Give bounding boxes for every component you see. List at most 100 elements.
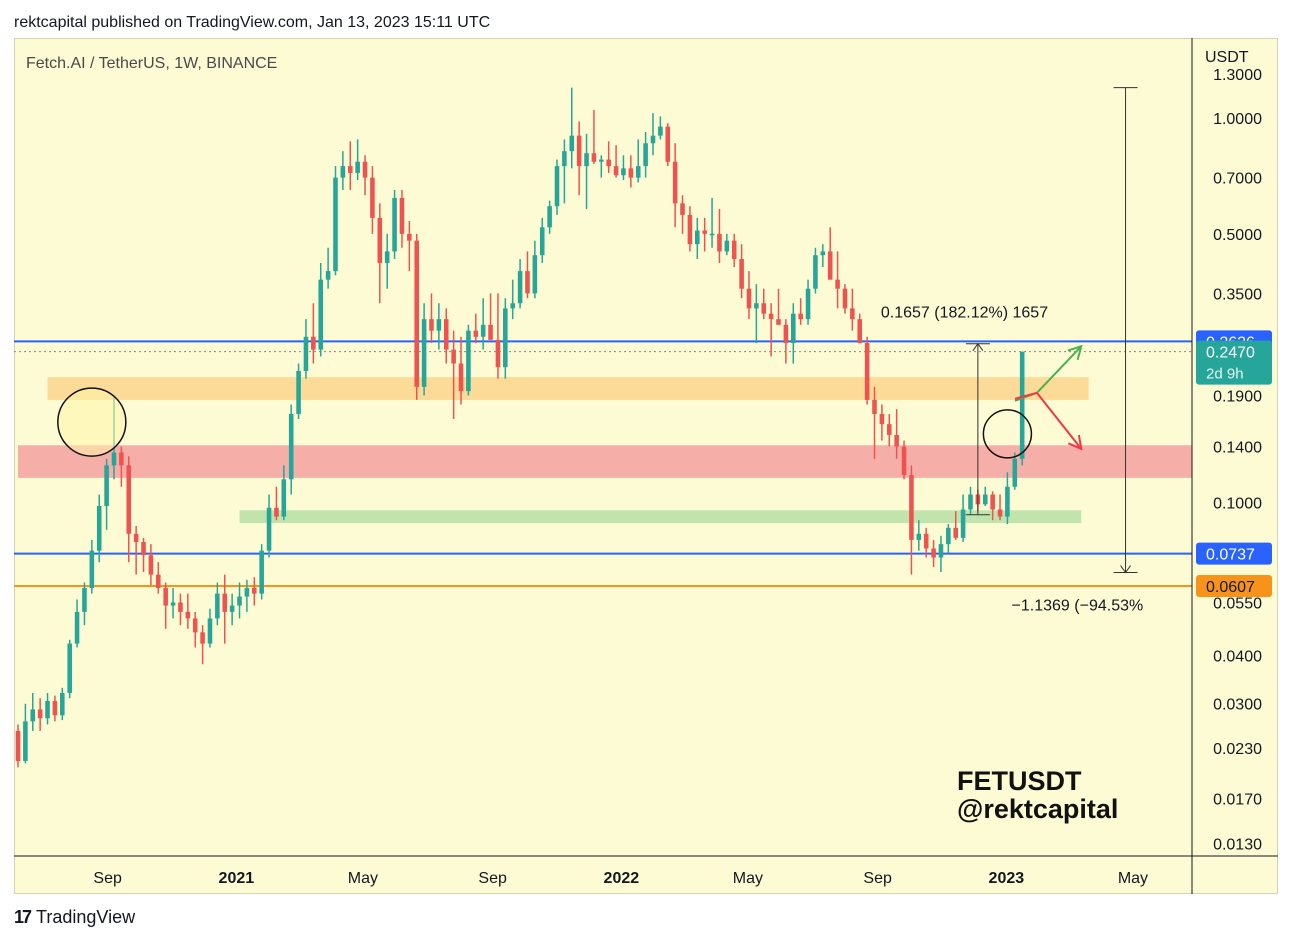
projection-arrowhead-1 [1067,434,1083,451]
candle-body-51 [392,197,397,252]
tradingview-logo-icon: 17 [14,907,32,927]
price-axis-tick-2: 0.7000 [1213,171,1262,188]
candle-body-40 [311,336,316,350]
candle-body-28 [222,593,228,612]
candle-body-100 [754,303,759,309]
candle-body-44 [340,166,346,178]
candle-body-1 [23,721,28,761]
candle-body-57 [436,319,442,331]
candle-body-81 [613,166,619,176]
zone-band-0 [47,377,1089,400]
candle-body-17 [141,542,146,556]
candle-body-33 [259,550,264,594]
candle-body-93 [702,230,707,234]
candle-body-113 [850,308,855,320]
candle-body-111 [835,279,840,289]
time-axis-tick-8: May [1118,870,1148,887]
candle-body-58 [443,319,449,350]
candle-body-42 [325,271,331,280]
price-axis-tick-4: 0.3500 [1213,286,1262,303]
price-axis-tick-1: 1.0000 [1213,111,1262,128]
candle-body-103 [776,319,781,325]
candle-body-37 [288,414,294,480]
candle-body-78 [591,153,597,162]
candle-body-6 [60,692,65,716]
candle-body-3 [37,709,43,719]
candle-body-35 [274,507,279,517]
candle-body-87 [658,126,663,136]
highlight-circle-0 [57,387,127,457]
candle-body-80 [606,159,611,167]
watermark-symbol: FETUSDT [957,766,1082,796]
candle-body-132 [990,494,995,510]
candle-body-67 [510,303,515,309]
candle-body-108 [813,255,818,289]
zone-band-1 [18,445,1192,478]
candle-body-7 [67,643,72,693]
candle-body-66 [503,308,508,368]
candle-body-70 [532,255,538,294]
candle-body-65 [495,339,501,368]
candle-body-112 [842,288,848,309]
price-label-box-2 [1196,542,1272,565]
price-axis-tick-5: 0.1900 [1213,388,1262,405]
candle-body-22 [178,602,183,612]
time-axis-tick-1: 2021 [219,870,255,887]
candle-body-114 [857,319,863,344]
candle-body-15 [126,465,132,534]
price-axis-tick-7: 0.1000 [1213,496,1262,513]
candle-body-96 [724,240,730,252]
candle-body-4 [45,700,50,719]
candle-body-84 [635,166,641,178]
candle-body-98 [739,259,744,289]
price-axis-tick-12: 0.0170 [1213,792,1262,809]
candle-body-118 [886,424,892,435]
price-axis-tick-13: 0.0130 [1213,836,1262,853]
price-label-2: 0.0737 [1206,547,1255,564]
projection-arrow-1 [1036,392,1083,450]
candle-body-104 [783,324,789,344]
candle-body-127 [953,527,959,538]
candle-body-85 [643,143,648,167]
candle-body-41 [318,279,324,350]
candle-body-119 [894,434,899,447]
candle-body-19 [156,574,161,588]
candle-body-102 [768,313,774,320]
candle-body-135 [1012,458,1018,487]
candle-body-14 [119,452,124,466]
candle-body-62 [473,330,479,337]
zone-band-2 [239,510,1082,524]
candle-body-46 [355,161,360,173]
candle-body-74 [562,151,567,167]
price-axis-tick-0: 1.3000 [1213,67,1262,84]
candle-body-9 [82,587,87,612]
footer-brand: TradingView [36,907,136,927]
candle-body-60 [458,363,464,392]
candle-body-101 [761,303,767,314]
candle-body-56 [429,319,434,331]
candle-body-61 [466,330,471,392]
price-label-box-3 [1196,575,1272,598]
time-axis-tick-4: 2022 [604,870,640,887]
measure-arrowhead-0 [972,342,984,351]
candle-body-83 [628,168,634,178]
candle-body-77 [584,153,589,167]
candle-body-126 [946,527,951,545]
candle-body-49 [377,217,383,263]
time-axis-tick-3: Sep [478,870,507,887]
candle-body-123 [923,533,929,549]
price-axis-tick-3: 0.5000 [1213,227,1262,244]
candle-body-29 [229,605,235,612]
publish-header: rektcapital published on TradingView.com… [14,14,491,31]
candle-body-18 [148,555,154,575]
candle-body-71 [539,227,545,256]
candle-body-97 [731,240,737,260]
candle-body-21 [170,602,176,606]
candle-body-31 [244,587,250,597]
candle-body-92 [695,230,700,245]
candle-body-128 [960,509,966,538]
price-axis-tick-9: 0.0400 [1213,649,1262,666]
candle-body-95 [717,233,722,252]
candle-body-25 [200,632,205,644]
